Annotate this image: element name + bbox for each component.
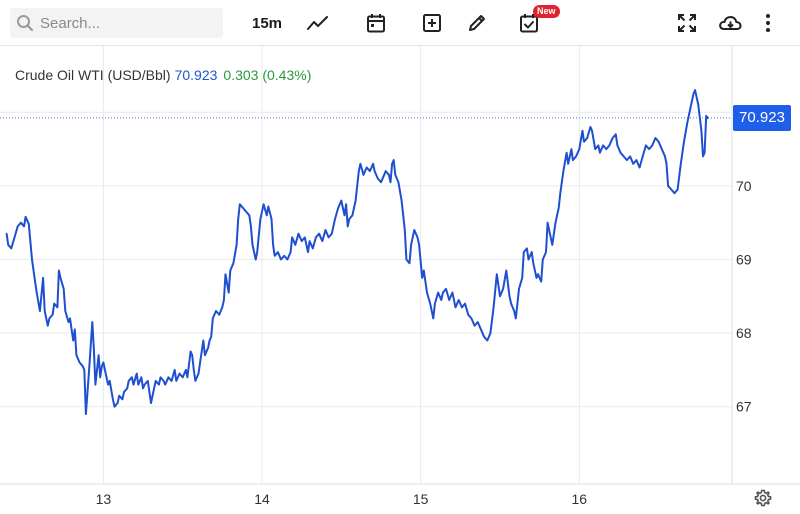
gear-icon	[754, 489, 772, 507]
y-tick-label: 69	[736, 251, 752, 267]
more-vertical-icon	[766, 14, 770, 32]
chart-legend: Crude Oil WTI (USD/Bbl) 70.923 0.303 (0.43…	[15, 67, 311, 83]
x-tick-label: 13	[96, 491, 112, 507]
calendar-check-icon	[520, 14, 538, 33]
last-price-tag: 70.923	[733, 104, 791, 131]
search-input[interactable]	[40, 12, 215, 34]
legend-symbol: Crude Oil WTI (USD/Bbl)	[15, 67, 171, 83]
new-badge: New	[533, 5, 560, 18]
more-button[interactable]	[757, 8, 779, 38]
cloud-download-icon	[719, 16, 742, 30]
legend-change: 0.303 (0.43%)	[223, 67, 312, 83]
toolbar: 15m New	[0, 0, 800, 46]
interval-button[interactable]: 15m	[251, 14, 283, 32]
pencil-icon	[469, 15, 485, 31]
y-tick-label: 68	[736, 325, 752, 341]
search-box[interactable]	[10, 8, 223, 38]
settings-button[interactable]	[754, 489, 772, 512]
y-tick-label: 70	[736, 178, 752, 194]
trend-line-icon	[307, 16, 328, 30]
events-button[interactable]	[515, 8, 543, 38]
add-button[interactable]	[418, 8, 446, 38]
search-icon	[17, 15, 34, 32]
legend-last-price: 70.923	[174, 67, 218, 83]
draw-button[interactable]	[463, 8, 491, 38]
x-tick-label: 14	[254, 491, 270, 507]
calendar-button[interactable]	[362, 8, 390, 38]
y-tick-label: 67	[736, 399, 752, 415]
download-button[interactable]	[715, 8, 745, 38]
x-tick-label: 16	[571, 491, 587, 507]
x-tick-label: 15	[413, 491, 429, 507]
plus-square-icon	[423, 14, 441, 32]
price-series-line	[5, 89, 709, 416]
calendar-icon	[367, 14, 385, 33]
indicators-button[interactable]	[303, 8, 333, 38]
expand-icon	[678, 14, 696, 32]
fullscreen-button[interactable]	[673, 8, 701, 38]
